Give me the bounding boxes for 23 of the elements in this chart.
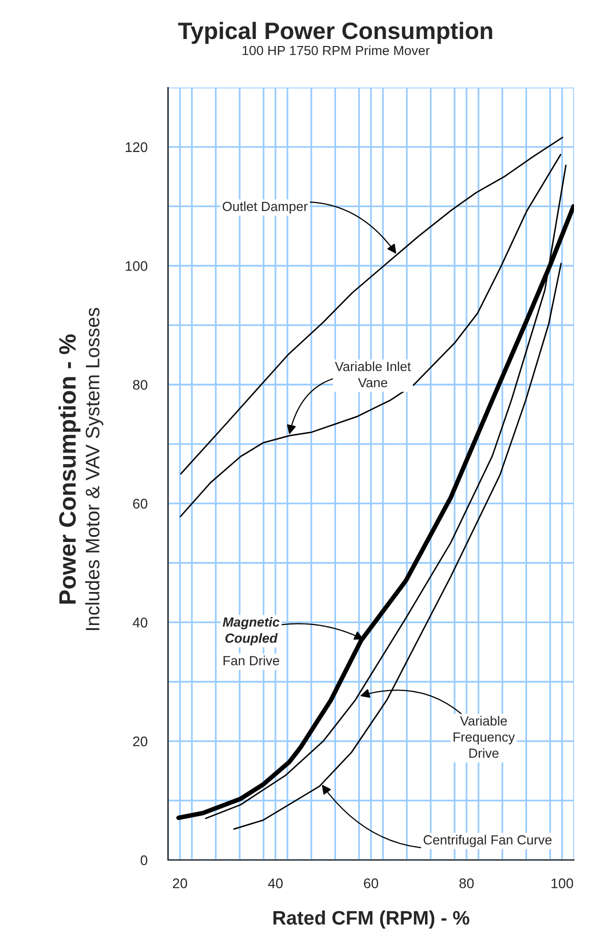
annotation: Magnetic Coupled Fan Drive bbox=[222, 617, 280, 666]
annotation: Outlet Damper bbox=[222, 201, 308, 214]
x-axis-title: Rated CFM (RPM) - % bbox=[273, 910, 470, 929]
y-axis-title: Power Consumption - % Includes Motor & VAV System Losses bbox=[58, 308, 104, 630]
annotation: Variable Inlet Vane bbox=[334, 361, 411, 388]
y-tick-label: 100 bbox=[126, 261, 148, 271]
x-tick-label: 20 bbox=[172, 878, 188, 888]
x-tick-label: 40 bbox=[268, 878, 283, 888]
chart-subtitle: 100 HP 1750 RPM Prime Mover bbox=[242, 45, 430, 56]
y-tick-label: 20 bbox=[133, 736, 148, 746]
x-tick-label: 100 bbox=[552, 878, 574, 888]
line-series bbox=[180, 136, 564, 474]
y-tick-label: 120 bbox=[126, 142, 148, 152]
chart-title: Typical Power Consumption bbox=[178, 22, 492, 44]
x-tick-label: 80 bbox=[459, 878, 474, 888]
x-tick-label: 60 bbox=[364, 878, 378, 888]
y-tick-label: 0 bbox=[140, 855, 148, 866]
annotation: Centrifugal Fan Curve bbox=[424, 834, 552, 848]
y-tick-label: 80 bbox=[133, 380, 148, 390]
y-tick-label: 60 bbox=[133, 498, 148, 509]
y-tick-label: 40 bbox=[132, 618, 148, 628]
annotation: Variable Frequency Drive bbox=[454, 716, 515, 758]
line-series bbox=[180, 154, 562, 518]
